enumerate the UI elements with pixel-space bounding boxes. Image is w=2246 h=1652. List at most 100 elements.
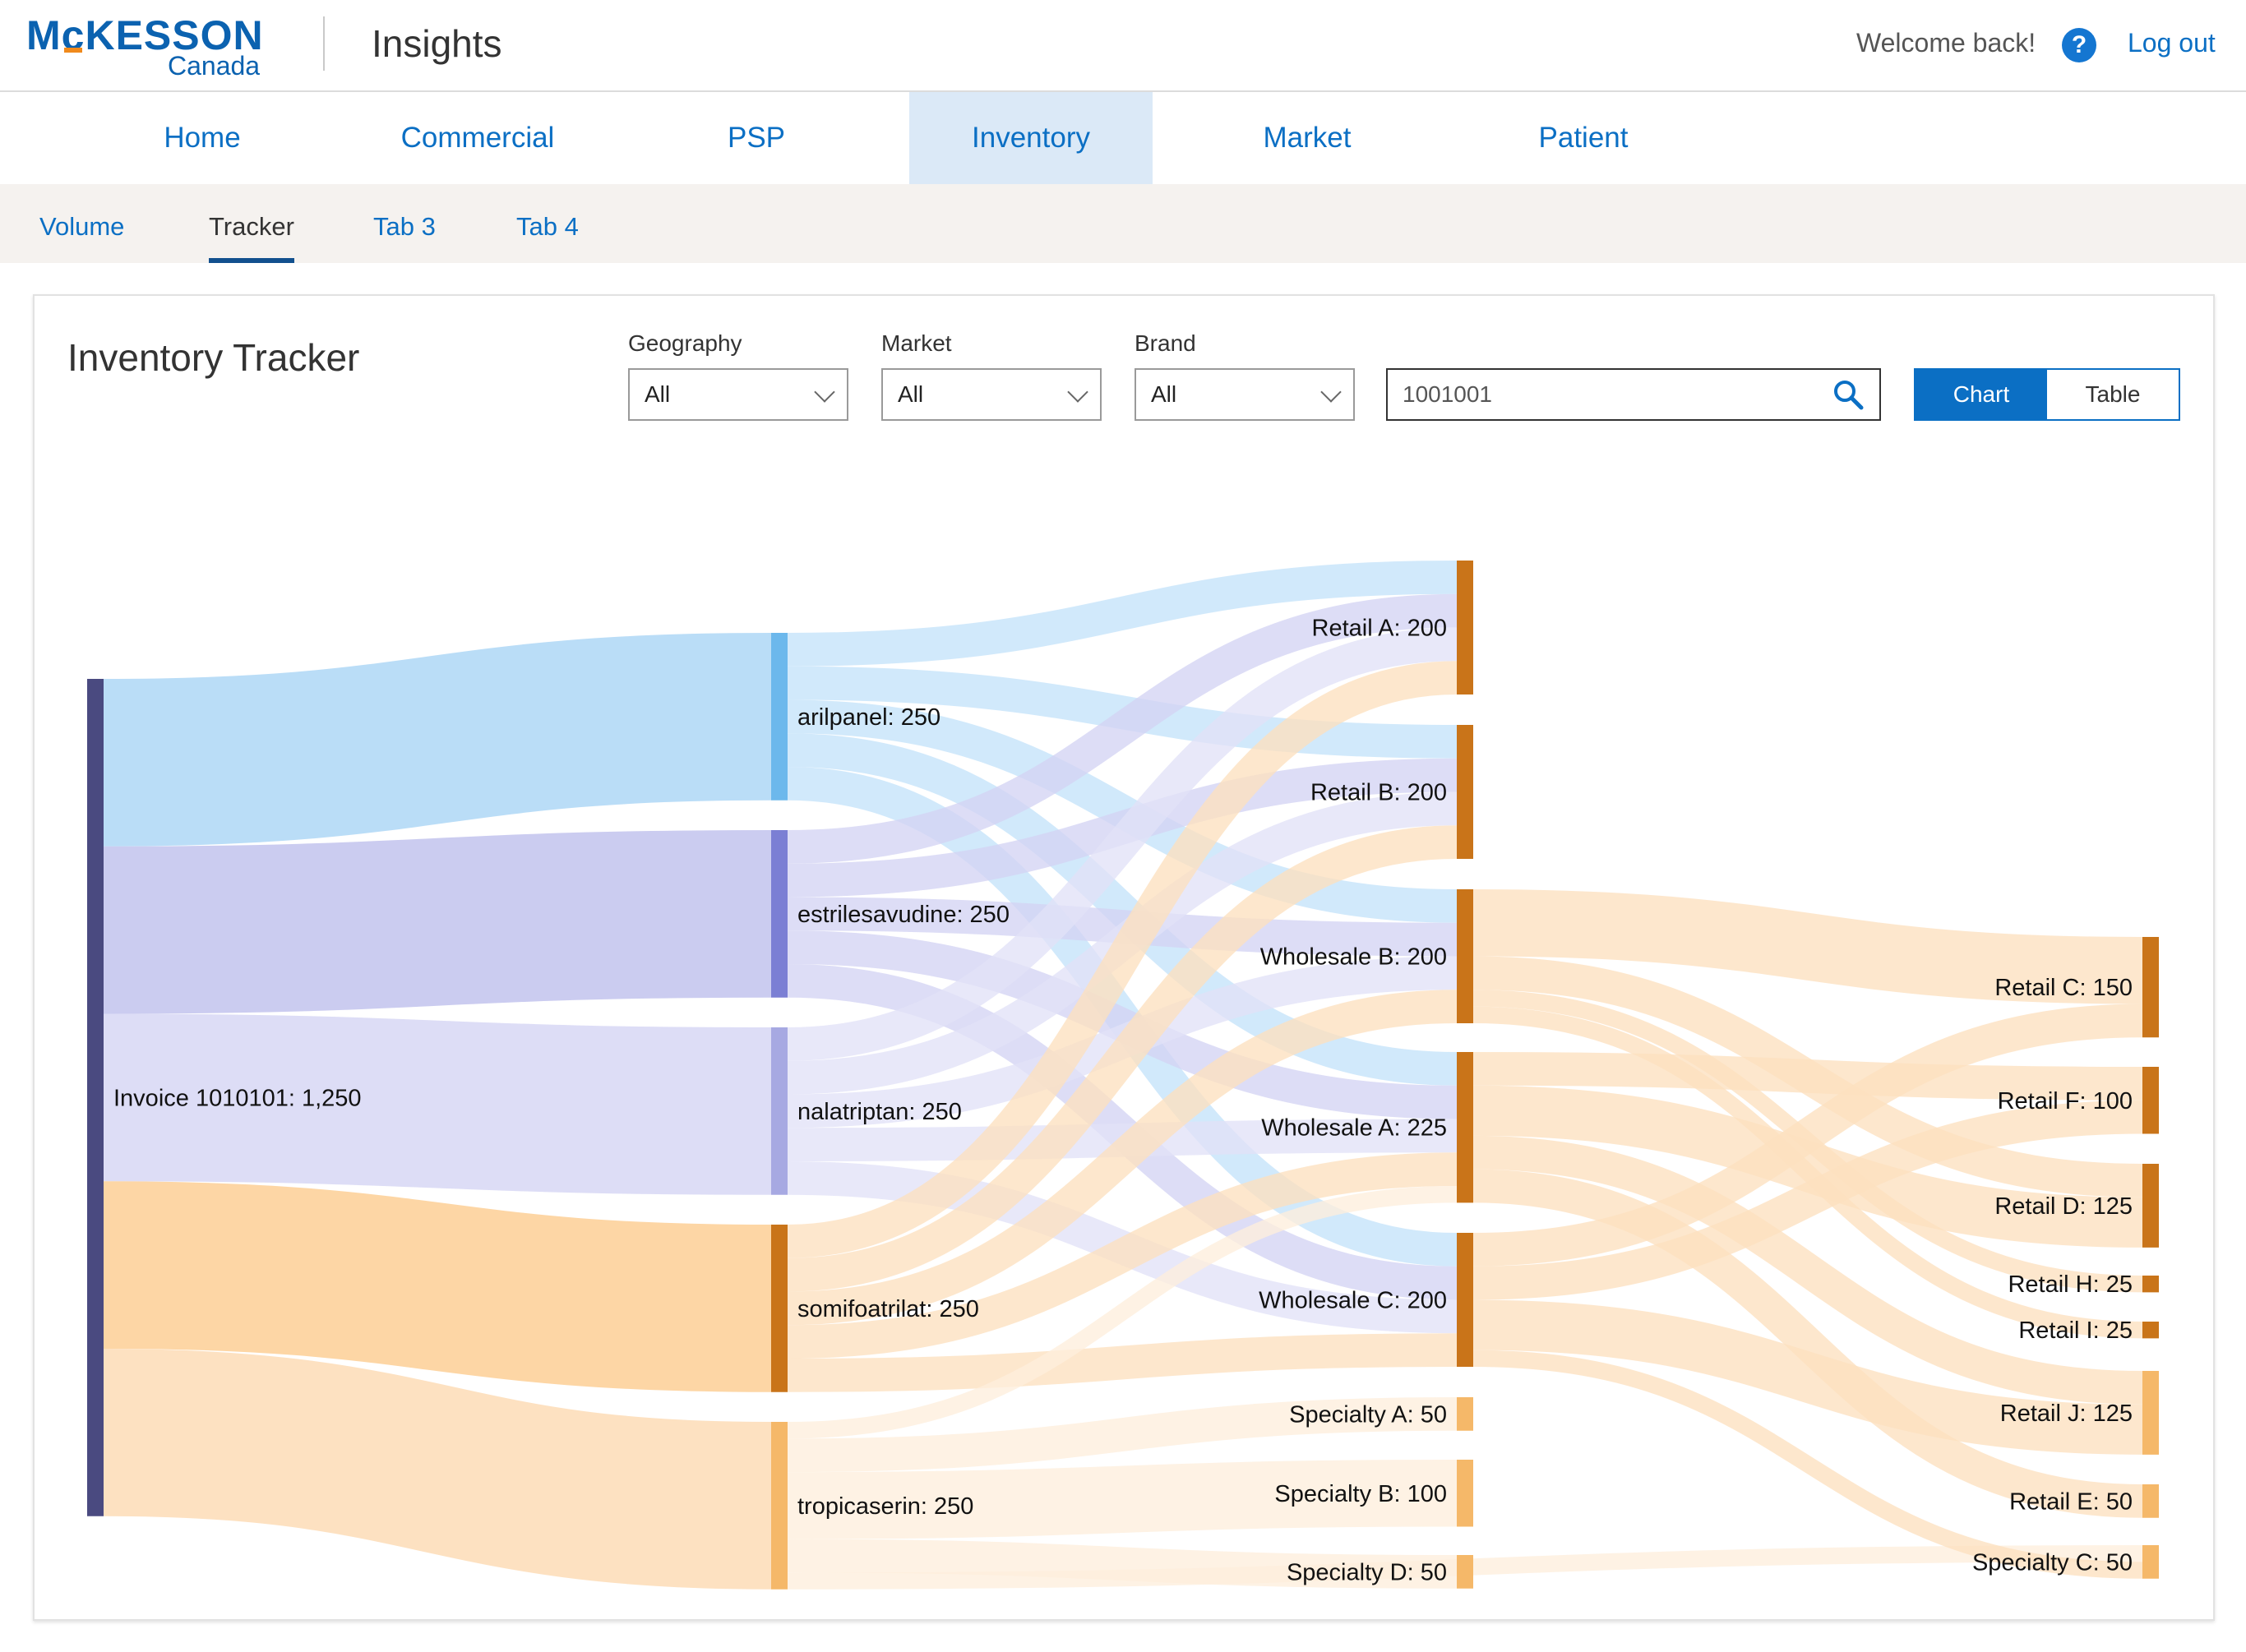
help-icon[interactable]: ?	[2062, 28, 2096, 62]
search-input[interactable]: 1001001	[1386, 368, 1881, 421]
sankey-nodes: Invoice 1010101: 1,250 arilpanel: 250 estr…	[87, 561, 2159, 1590]
sankey-link-somi-wb[interactable]	[787, 990, 1458, 1326]
logo-subtitle: Canada	[168, 51, 261, 81]
tab-3[interactable]: Tab 3	[373, 212, 436, 241]
sankey-link-somi-wa[interactable]	[787, 1152, 1458, 1359]
tab-tracker[interactable]: Tracker	[209, 184, 294, 263]
sankey-label-wc: Wholesale C: 200	[1259, 1288, 1447, 1314]
geography-value: All	[645, 381, 671, 407]
table-view-button[interactable]: Table	[2047, 370, 2179, 419]
sankey-label-rh: Retail H: 25	[2008, 1271, 2133, 1298]
geography-select[interactable]: All	[628, 368, 848, 421]
search-value: 1001001	[1403, 381, 1493, 407]
sankey-node-wb[interactable]	[1457, 889, 1473, 1023]
view-toggle: Chart Table	[1914, 368, 2180, 421]
sankey-link-inv-trop[interactable]	[103, 1349, 772, 1590]
sankey-label-rj: Retail J: 125	[2000, 1401, 2133, 1427]
sankey-label-sd: Specialty D: 50	[1287, 1559, 1447, 1585]
sankey-label-estr: estrilesavudine: 250	[797, 902, 1010, 928]
sankey-link-somi-wc[interactable]	[787, 1333, 1458, 1392]
sankey-node-estr[interactable]	[771, 830, 788, 998]
sankey-node-sb[interactable]	[1457, 1460, 1473, 1527]
page-title: Inventory Tracker	[67, 336, 360, 379]
sankey-label-rc: Retail C: 150	[1994, 975, 2133, 1001]
search-icon[interactable]	[1832, 378, 1865, 411]
sankey-node-rh[interactable]	[2142, 1276, 2159, 1293]
sankey-node-rc[interactable]	[2142, 937, 2159, 1038]
sankey-label-aril: arilpanel: 250	[797, 704, 940, 731]
sankey-link-inv-aril[interactable]	[103, 633, 772, 847]
nav-home[interactable]: Home	[164, 122, 241, 154]
sankey-node-sd[interactable]	[1457, 1555, 1473, 1589]
sankey-node-rj[interactable]	[2142, 1371, 2159, 1455]
welcome-message: Welcome back!	[1856, 28, 2036, 58]
sankey-node-rb[interactable]	[1457, 725, 1473, 859]
sankey-label-wb: Wholesale B: 200	[1260, 944, 1447, 971]
brand-select[interactable]: All	[1135, 368, 1355, 421]
sankey-link-inv-somi[interactable]	[103, 1181, 772, 1392]
sankey-node-sa[interactable]	[1457, 1397, 1473, 1431]
sankey-label-sb: Specialty B: 100	[1274, 1481, 1447, 1507]
sankey-link-nala-ra[interactable]	[787, 627, 1458, 1061]
sankey-label-ri: Retail I: 25	[2018, 1317, 2133, 1344]
nav-psp[interactable]: PSP	[727, 122, 786, 154]
sankey-link-somi-rb[interactable]	[787, 825, 1458, 1292]
logout-link[interactable]: Log out	[2128, 28, 2216, 58]
logo-accent-mark	[64, 48, 82, 53]
sankey-node-re[interactable]	[2142, 1484, 2159, 1518]
sankey-links	[103, 561, 2143, 1590]
sankey-link-wc-rc[interactable]	[1472, 1004, 2143, 1267]
sankey-link-estr-ra[interactable]	[787, 593, 1458, 864]
sankey-node-rf[interactable]	[2142, 1067, 2159, 1134]
sankey-label-trop: tropicaserin: 250	[797, 1493, 973, 1520]
sankey-link-aril-wa[interactable]	[787, 733, 1458, 1086]
sankey-link-wa-rf[interactable]	[1472, 1052, 2143, 1101]
nav-market[interactable]: Market	[1263, 122, 1352, 154]
brand-value: All	[1151, 381, 1177, 407]
sankey-node-sc[interactable]	[2142, 1545, 2159, 1579]
sankey-label-ra: Retail A: 200	[1312, 616, 1447, 642]
sankey-link-inv-nala[interactable]	[103, 1013, 772, 1195]
app-title: Insights	[372, 22, 502, 65]
sankey-link-wa-rd[interactable]	[1472, 1085, 2143, 1248]
sankey-label-sc: Specialty C: 50	[1972, 1549, 2133, 1576]
header-divider	[323, 16, 325, 71]
sankey-label-inv: Invoice 1010101: 1,250	[113, 1085, 362, 1111]
sankey-link-trop-sb[interactable]	[787, 1460, 1458, 1539]
sankey-link-aril-ra[interactable]	[787, 561, 1458, 667]
sankey-node-inv[interactable]	[87, 679, 104, 1516]
nav-patient[interactable]: Patient	[1538, 122, 1629, 154]
sankey-link-wc-rj[interactable]	[1472, 1299, 2143, 1455]
sankey-node-trop[interactable]	[771, 1422, 788, 1590]
sankey-link-wc-sc[interactable]	[1472, 1350, 2143, 1579]
sankey-node-ri[interactable]	[2142, 1322, 2159, 1339]
sankey-link-trop-sa[interactable]	[787, 1397, 1458, 1473]
sankey-link-inv-estr[interactable]	[103, 830, 772, 1014]
tab-volume[interactable]: Volume	[39, 212, 125, 241]
sankey-link-somi-ra[interactable]	[787, 661, 1458, 1258]
sankey-label-rb: Retail B: 200	[1310, 780, 1447, 806]
tab-4[interactable]: Tab 4	[516, 212, 579, 241]
sankey-link-wa-re[interactable]	[1472, 1169, 2143, 1518]
market-value: All	[898, 381, 924, 407]
brand-label: Brand	[1135, 330, 1196, 356]
market-select[interactable]: All	[881, 368, 1102, 421]
nav-inventory[interactable]: Inventory	[909, 92, 1153, 184]
nav-commercial[interactable]: Commercial	[400, 122, 555, 154]
sankey-node-aril[interactable]	[771, 633, 788, 801]
sankey-node-wc[interactable]	[1457, 1233, 1473, 1367]
sankey-node-nala[interactable]	[771, 1027, 788, 1195]
sankey-link-wb-rc[interactable]	[1472, 889, 2143, 1004]
sankey-link-wa-rj[interactable]	[1472, 1135, 2143, 1405]
chart-view-button[interactable]: Chart	[1916, 370, 2047, 419]
sankey-link-wc-rf[interactable]	[1472, 1100, 2143, 1300]
sub-nav: Volume Tracker Tab 3 Tab 4	[0, 184, 2246, 263]
sankey-node-wa[interactable]	[1457, 1052, 1473, 1203]
sankey-node-somi[interactable]	[771, 1225, 788, 1392]
sankey-node-rd[interactable]	[2142, 1164, 2159, 1248]
sankey-node-ra[interactable]	[1457, 561, 1473, 694]
mckesson-logo[interactable]: McKESSON Canada	[26, 12, 265, 85]
app-header: McKESSON Canada Insights Welcome back! ?…	[0, 0, 2246, 90]
sankey-label-wa: Wholesale A: 225	[1261, 1115, 1447, 1142]
sankey-link-trop-wa[interactable]	[787, 1186, 1458, 1439]
